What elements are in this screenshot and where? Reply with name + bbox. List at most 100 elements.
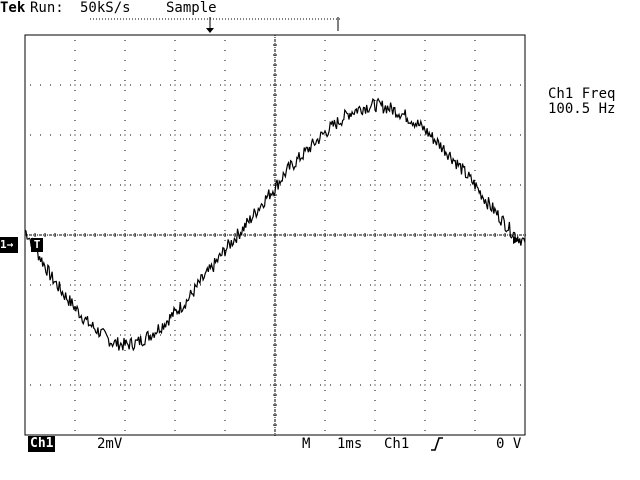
center-axis-dot (271, 234, 272, 236)
center-axis-dot (25, 234, 26, 236)
center-axis-dot (274, 339, 276, 340)
grid-minor-dot (80, 284, 81, 286)
center-axis-dot (379, 234, 380, 236)
grid-minor-dot (230, 284, 231, 286)
grid-minor-dot (380, 84, 381, 86)
grid-dot (174, 334, 176, 336)
center-axis-dot (139, 234, 140, 236)
center-axis-dot (274, 275, 276, 276)
grid-minor-dot (70, 184, 71, 186)
grid-minor-dot (210, 84, 211, 86)
center-axis-dot (274, 117, 276, 118)
grid-dot (424, 334, 426, 336)
grid-minor-dot (74, 200, 76, 201)
grid-minor-dot (74, 130, 76, 131)
grid-minor-dot (74, 280, 76, 281)
center-axis-dot (81, 234, 82, 236)
center-axis-dot (219, 234, 220, 236)
center-axis-dot (274, 129, 276, 130)
grid-minor-dot (174, 400, 176, 401)
center-axis-dot (419, 234, 420, 236)
grid-minor-dot (474, 430, 476, 431)
grid-minor-dot (374, 140, 376, 141)
center-axis-dot (274, 285, 276, 286)
center-axis-dot (143, 234, 144, 236)
center-axis-dot (141, 234, 142, 236)
grid-minor-dot (470, 284, 471, 286)
center-axis-dot (105, 234, 106, 236)
grid-minor-dot (374, 380, 376, 381)
center-axis-dot (383, 234, 384, 236)
grid-minor-dot (130, 184, 131, 186)
center-axis-dot (389, 234, 390, 236)
grid-minor-dot (374, 310, 376, 311)
center-axis-dot (55, 234, 56, 236)
grid-minor-dot (300, 234, 301, 236)
grid-minor-dot (130, 334, 131, 336)
grid-minor-dot (224, 60, 226, 61)
grid-minor-dot (160, 234, 161, 236)
center-axis-dot (274, 359, 276, 360)
center-axis-dot (435, 234, 436, 236)
center-axis-dot (274, 413, 276, 414)
grid-minor-dot (340, 334, 341, 336)
grid-minor-dot (400, 84, 401, 86)
center-axis-dot (37, 234, 38, 236)
grid-minor-dot (260, 184, 261, 186)
grid-minor-dot (324, 170, 326, 171)
grid-minor-dot (274, 100, 276, 101)
center-axis-dot (161, 234, 162, 236)
grid-minor-dot (224, 380, 226, 381)
graticule (24, 34, 526, 436)
grid-minor-dot (380, 134, 381, 136)
grid-minor-dot (424, 150, 426, 151)
center-axis-dot (129, 234, 130, 236)
center-axis-dot (49, 234, 50, 236)
measurement-value: 100.5 Hz (548, 101, 616, 117)
grid-dot (174, 184, 176, 186)
center-axis-dot (429, 234, 430, 236)
center-axis-dot (499, 234, 500, 236)
grid-minor-dot (74, 70, 76, 71)
center-axis-dot (465, 234, 466, 236)
center-axis-dot (157, 234, 158, 236)
center-axis-dot (274, 91, 276, 92)
grid-minor-dot (130, 84, 131, 86)
grid-minor-dot (74, 160, 76, 161)
grid-minor-dot (324, 370, 326, 371)
grid-minor-dot (374, 250, 376, 251)
grid-minor-dot (274, 220, 276, 221)
center-axis-dot (274, 329, 276, 330)
grid-dot (374, 334, 376, 336)
grid-minor-dot (160, 184, 161, 186)
grid-minor-dot (110, 234, 111, 236)
center-axis-dot (274, 419, 276, 420)
center-axis-dot (231, 234, 232, 236)
grid-minor-dot (74, 340, 76, 341)
center-axis-dot (274, 35, 276, 36)
grid-minor-dot (180, 184, 181, 186)
center-axis-dot (274, 405, 276, 406)
grid-dot (124, 134, 126, 136)
center-axis-dot (87, 234, 88, 236)
grid-dot (124, 384, 126, 386)
center-axis-dot (75, 234, 76, 236)
grid-minor-dot (290, 84, 291, 86)
grid-minor-dot (374, 210, 376, 211)
center-axis-dot (359, 234, 360, 236)
grid-minor-dot (180, 334, 181, 336)
center-axis-dot (274, 283, 276, 284)
center-axis-dot (274, 363, 276, 364)
center-axis-dot (274, 377, 276, 378)
center-axis-dot (274, 289, 276, 290)
grid-dot (74, 284, 76, 286)
grid-minor-dot (160, 384, 161, 386)
center-axis-dot (331, 234, 332, 236)
grid-minor-dot (274, 90, 276, 91)
center-axis-dot (123, 234, 124, 236)
grid-minor-dot (274, 260, 276, 261)
grid-minor-dot (180, 384, 181, 386)
grid-minor-dot (70, 284, 71, 286)
grid-minor-dot (200, 84, 201, 86)
center-axis-dot (411, 234, 412, 236)
